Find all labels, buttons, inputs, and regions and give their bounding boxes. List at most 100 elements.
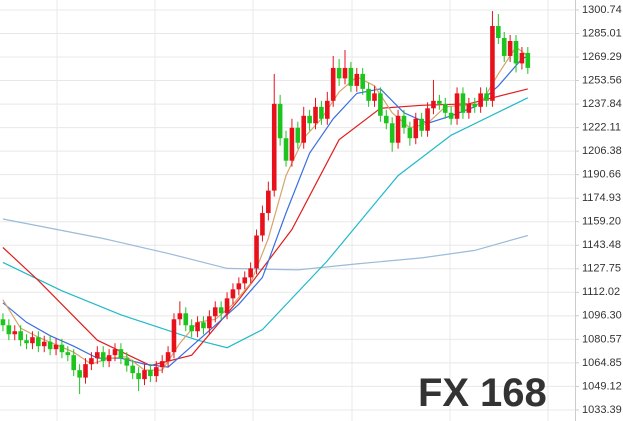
y-tick-label: 1269.29 — [582, 51, 622, 63]
candle-body — [89, 358, 94, 365]
moving-average-line — [2, 88, 528, 367]
candle-body — [183, 313, 189, 326]
candle-body — [525, 52, 531, 68]
candle-body — [165, 352, 171, 362]
y-tick-label: 1300.74 — [582, 4, 622, 16]
candle-body — [490, 26, 495, 101]
candle-body — [83, 364, 88, 378]
candle-body — [12, 331, 18, 335]
candle-body — [454, 93, 460, 119]
candle-body — [413, 118, 419, 139]
candle-body — [383, 115, 389, 124]
candle-body — [142, 370, 147, 380]
candle-body — [295, 127, 301, 143]
candle-body — [330, 67, 336, 101]
candle-body — [271, 103, 277, 191]
candle-body — [130, 365, 135, 374]
y-tick-label: 1206.38 — [582, 145, 622, 157]
candle-body — [0, 319, 6, 326]
y-tick-label: 1096.30 — [582, 310, 622, 322]
moving-average-line — [2, 218, 528, 271]
candle-body — [201, 322, 206, 329]
y-tick-label: 1159.20 — [582, 216, 621, 228]
candle-body — [112, 349, 118, 356]
watermark-num: 168 — [480, 371, 547, 415]
candle-body — [36, 337, 41, 347]
candle-body — [419, 118, 424, 131]
candle-body — [24, 340, 29, 344]
candle-body — [124, 358, 130, 366]
candle-body — [431, 100, 436, 109]
candle-body — [466, 103, 472, 113]
y-tick-label: 1237.84 — [582, 98, 622, 110]
candle-body — [301, 115, 307, 143]
watermark: FX 168 — [418, 371, 547, 415]
candle-body — [177, 313, 183, 320]
candle-body — [236, 283, 242, 290]
candle-body — [336, 67, 342, 79]
candle-body — [53, 344, 59, 350]
candle-body — [65, 352, 71, 356]
candle-body — [360, 73, 365, 89]
candle-body — [513, 40, 519, 64]
y-tick-label: 1112.02 — [582, 286, 620, 298]
candle-body — [159, 361, 165, 368]
candle-body — [496, 26, 501, 39]
candle-body — [425, 108, 430, 131]
y-tick-label: 1064.85 — [582, 357, 622, 369]
candle-body — [460, 93, 466, 113]
candle-body — [395, 115, 401, 143]
candle-body — [30, 337, 35, 344]
candle-body — [401, 115, 407, 128]
candle-body — [118, 349, 124, 359]
candle-body — [195, 322, 200, 332]
candle-body — [325, 100, 330, 119]
candle-body — [136, 373, 141, 380]
candle-body — [378, 93, 383, 116]
y-tick-label: 1080.57 — [582, 333, 622, 345]
candle-body — [207, 316, 212, 329]
candle-body — [442, 103, 448, 113]
candle-body — [283, 138, 289, 161]
candle-body — [501, 38, 507, 56]
candle-body — [266, 190, 271, 214]
candle-body — [18, 331, 23, 341]
candle-body — [47, 341, 53, 350]
y-tick-label: 1033.39 — [582, 404, 622, 416]
candle-body — [448, 112, 454, 119]
candle-body — [472, 103, 478, 107]
candle-body — [248, 268, 253, 278]
candle-body — [519, 52, 525, 64]
candle-body — [372, 93, 377, 101]
candle-body — [148, 370, 153, 377]
candle-body — [189, 325, 194, 332]
candle-body — [106, 355, 112, 362]
y-tick-label: 1253.56 — [582, 74, 622, 86]
y-tick-label: 1049.12 — [582, 380, 622, 392]
candle-body — [484, 93, 489, 101]
watermark-fx: FX — [418, 371, 469, 415]
candle-body — [437, 100, 442, 104]
candle-body — [242, 277, 248, 284]
candle-body — [507, 40, 513, 56]
candle-body — [289, 127, 295, 161]
candle-body — [260, 213, 265, 236]
candle-body — [342, 67, 348, 79]
candle-body — [366, 88, 371, 101]
y-tick-label: 1143.48 — [582, 239, 621, 251]
y-tick-label: 1127.75 — [582, 263, 621, 275]
candle-body — [153, 367, 159, 377]
candle-body — [254, 235, 259, 269]
candle-body — [59, 344, 65, 353]
y-tick-label: 1174.93 — [582, 192, 621, 204]
y-tick-label: 1222.11 — [582, 122, 621, 134]
candle-body — [41, 341, 47, 347]
candle-body — [212, 307, 218, 317]
candle-body — [6, 325, 12, 335]
candle-body — [348, 67, 354, 86]
candle-body — [313, 106, 318, 124]
candle-body — [307, 115, 312, 124]
candle-body — [354, 73, 360, 86]
candle-body — [224, 298, 230, 314]
